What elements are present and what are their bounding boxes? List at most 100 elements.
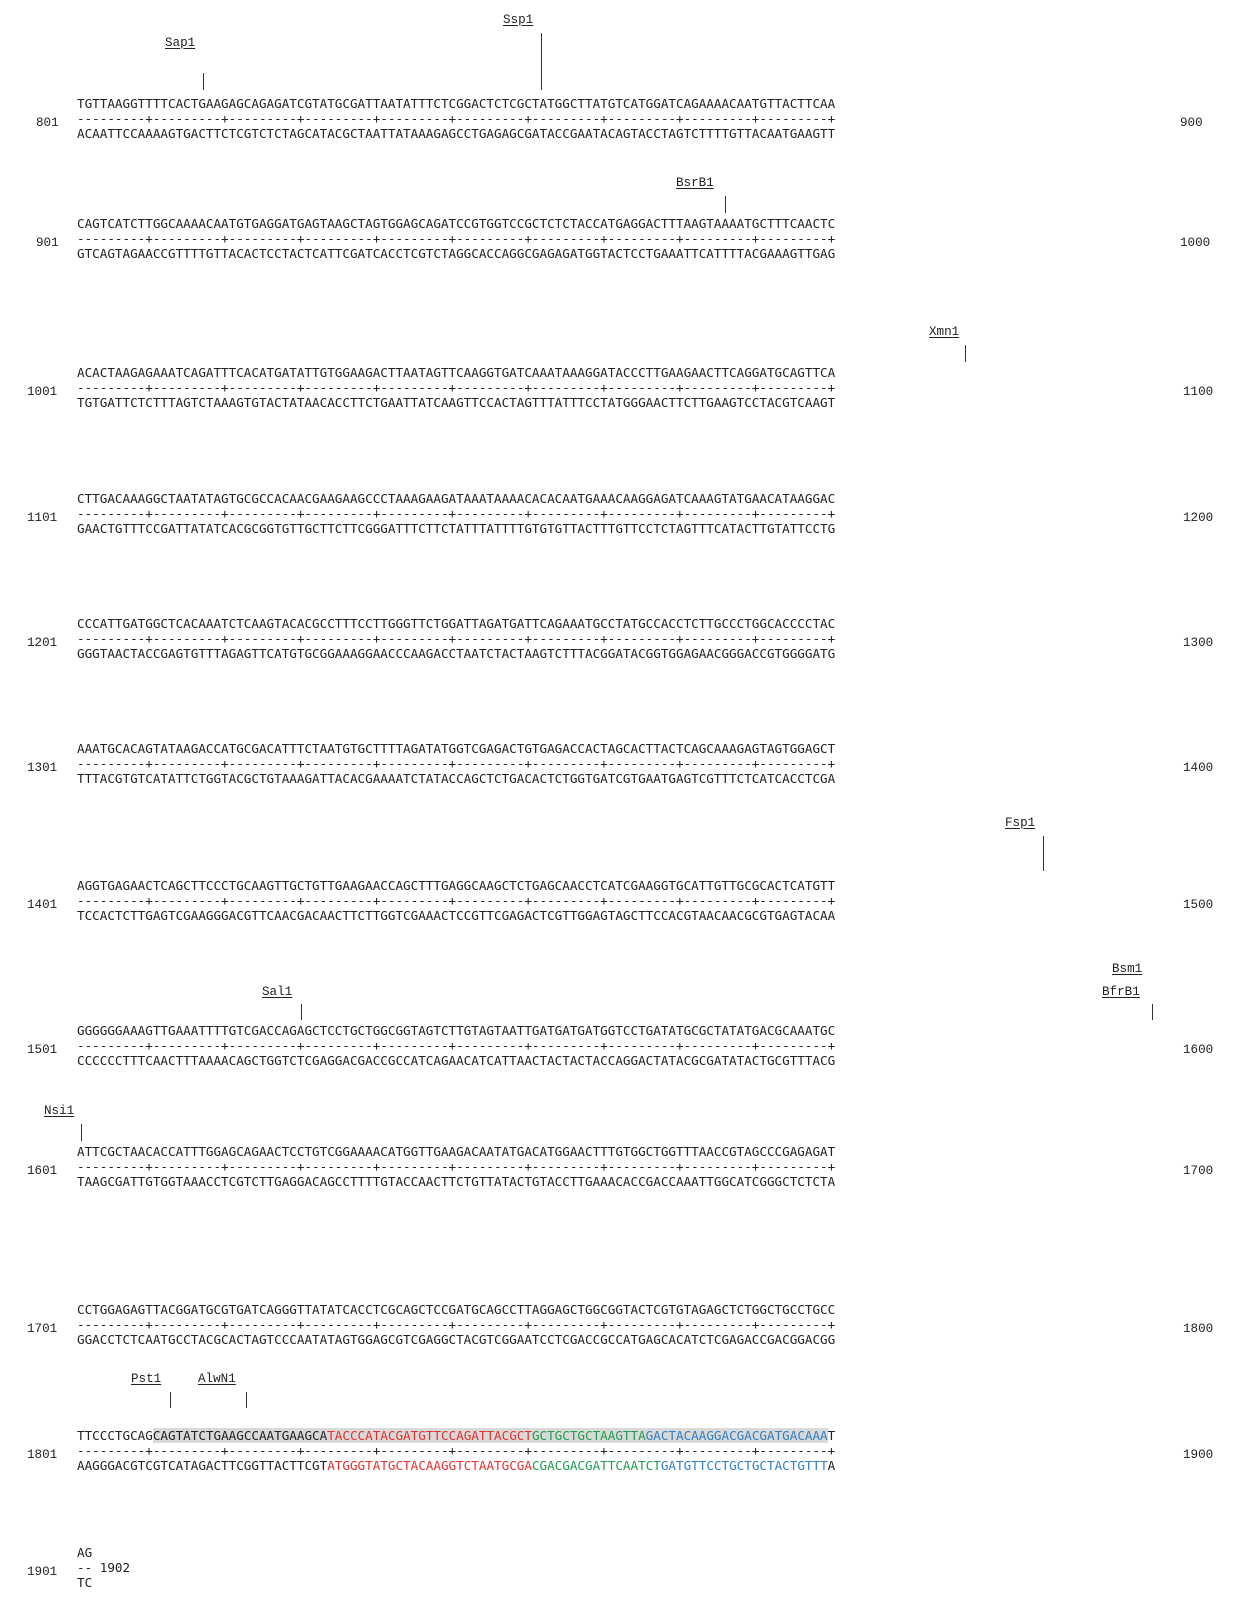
site-tick [170, 1392, 171, 1408]
site-tick [301, 1004, 302, 1020]
start-position: 1201 [27, 636, 58, 650]
site-label: Sap1 [165, 36, 196, 50]
red-segment: TACCCATACGATGTTCCAGATTACGCT [327, 1428, 532, 1443]
site-label: AlwN1 [198, 1372, 236, 1386]
site-xmn1: Xmn1 [929, 325, 959, 340]
top-strand: GGGGGGAAAGTTGAAATTTTGTCGACCAGAGCTCCTGCTG… [77, 1023, 836, 1038]
bottom-strand: TCCACTCTTGAGTCGAAGGGACGTTCAACGACAACTTCTT… [77, 908, 836, 923]
green-segment: GCTGCTGCTAAGTTA [531, 1428, 646, 1443]
top-strand: AAATGCACAGTATAAGACCATGCGACATTTCTAATGTGCT… [77, 741, 836, 756]
site-tick [1043, 836, 1044, 871]
top-strand: AGGTGAGAACTCAGCTTCCCTGCAAGTTGCTGTTGAAGAA… [77, 878, 836, 893]
ruler: ---------+---------+---------+---------+… [77, 1317, 836, 1332]
start-position: 1401 [27, 898, 58, 912]
sequence-block-1901: AG -- 1902 TC [77, 1545, 130, 1590]
end-position: 1800 [1183, 1322, 1214, 1336]
bottom-strand: GGACCTCTCAATGCCTACGCACTAGTCCCAATATAGTGGA… [77, 1332, 836, 1347]
blue-segment: GATGTTCCTGCTGCTACTGTTT [660, 1458, 828, 1473]
end-position: 1000 [1180, 236, 1211, 250]
start-position: 1001 [27, 385, 58, 399]
site-label: BfrB1 [1102, 985, 1140, 999]
site-label: Sal1 [262, 985, 293, 999]
site-tick [81, 1124, 82, 1141]
bottom-strand: GTCAGTAGAACCGTTTTGTTACACTCCTACTCATTCGATC… [77, 246, 836, 261]
start-position: 801 [36, 116, 59, 130]
end-position: 1600 [1183, 1043, 1214, 1057]
start-position: 1701 [27, 1322, 58, 1336]
ruler: ---------+---------+---------+---------+… [77, 756, 836, 771]
top-strand: TTCCCTGCAGCAGTATCTGAAGCCAATGAAGCATACCCAT… [77, 1428, 835, 1443]
ruler: ---------+---------+---------+---------+… [77, 1443, 836, 1458]
ruler: ---------+---------+---------+---------+… [77, 631, 836, 646]
site-tick [1152, 1004, 1153, 1020]
end-position: 1300 [1183, 636, 1214, 650]
top-strand: CAGTCATCTTGGCAAAACAATGTGAGGATGAGTAAGCTAG… [77, 216, 836, 231]
sequence-block-1301: AAATGCACAGTATAAGACCATGCGACATTTCTAATGTGCT… [77, 741, 835, 786]
site-tick [725, 196, 726, 213]
sequence-block-1101: CTTGACAAAGGCTAATATAGTGCGCCACAACGAAGAAGCC… [77, 491, 835, 536]
end-position: 1900 [1183, 1448, 1214, 1462]
sequence-block-1401: AGGTGAGAACTCAGCTTCCCTGCAAGTTGCTGTTGAAGAA… [77, 878, 835, 923]
end-position: 1400 [1183, 761, 1214, 775]
ruler: ---------+---------+---------+---------+… [77, 231, 836, 246]
blue-segment: GACTACAAGGACGACGATGACAAA [645, 1428, 828, 1443]
ruler: ---------+---------+---------+---------+… [77, 380, 836, 395]
sequence-block-1601: ATTCGCTAACACCATTTGGAGCAGAACTCCTGTCGGAAAA… [77, 1144, 835, 1189]
top-strand: CTTGACAAAGGCTAATATAGTGCGCCACAACGAAGAAGCC… [77, 491, 836, 506]
top-strand: CCCATTGATGGCTCACAAATCTCAAGTACACGCCTTTCCT… [77, 616, 836, 631]
site-bsrb1: BsrB1 [676, 176, 714, 191]
site-pst1: Pst1 [131, 1372, 161, 1387]
start-position: 1601 [27, 1164, 58, 1178]
site-bfrb1: BfrB1 [1102, 985, 1140, 1000]
bottom-strand: ACAATTCCAAAAGTGACTTCTCGTCTCTAGCATACGCTAA… [77, 126, 836, 141]
ruler: ---------+---------+---------+---------+… [77, 1038, 836, 1053]
start-position: 901 [36, 236, 59, 250]
site-label: Nsi1 [44, 1104, 75, 1118]
site-label: BsrB1 [676, 176, 714, 190]
bottom-strand: AAGGGACGTCGTCATAGACTTCGGTTACTTCGTATGGGTA… [77, 1458, 835, 1473]
start-position: 1501 [27, 1043, 58, 1057]
sequence-block-1701: CCTGGAGAGTTACGGATGCGTGATCAGGGTTATATCACCT… [77, 1302, 835, 1347]
sequence-block-901: CAGTCATCTTGGCAAAACAATGTGAGGATGAGTAAGCTAG… [77, 216, 835, 261]
bottom-strand: TAAGCGATTGTGGTAAACCTCGTCTTGAGGACAGCCTTTT… [77, 1174, 836, 1189]
bottom-strand: GGGTAACTACCGAGTGTTTAGAGTTCATGTGCGGAAAGGA… [77, 646, 836, 661]
end-position: 1200 [1183, 511, 1214, 525]
top-strand: ACACTAAGAGAAATCAGATTTCACATGATATTGTGGAAGA… [77, 365, 836, 380]
end-position: 1700 [1183, 1164, 1214, 1178]
site-tick [203, 73, 204, 90]
site-tick [965, 345, 966, 362]
end-position: 900 [1180, 116, 1203, 130]
start-position: 1301 [27, 761, 58, 775]
site-label: Ssp1 [503, 13, 534, 27]
end-position: 1902 [99, 1560, 131, 1575]
bottom-strand: TGTGATTCTCTTTAGTCTAAAGTGTACTATAACACCTTCT… [77, 395, 836, 410]
ruler: -- [77, 1560, 93, 1575]
site-sap1: Sap1 [165, 36, 195, 51]
ruler: ---------+---------+---------+---------+… [77, 111, 836, 126]
site-tick [246, 1392, 247, 1408]
site-sal1: Sal1 [262, 985, 292, 1000]
sequence-block-1501: GGGGGGAAAGTTGAAATTTTGTCGACCAGAGCTCCTGCTG… [77, 1023, 835, 1068]
site-bsm1: Bsm1 [1112, 962, 1142, 977]
start-position: 1801 [27, 1448, 58, 1462]
sequence-block-1801: TTCCCTGCAGCAGTATCTGAAGCCAATGAAGCATACCCAT… [77, 1428, 835, 1473]
site-ssp1: Ssp1 [503, 13, 533, 28]
sequence-block-801: TGTTAAGGTTTTCACTGAAGAGCAGAGATCGTATGCGATT… [77, 96, 835, 141]
top-strand: ATTCGCTAACACCATTTGGAGCAGAACTCCTGTCGGAAAA… [77, 1144, 836, 1159]
highlighted-region: CAGTATCTGAAGCCAATGAAGCATACCCATACGATGTTCC… [152, 1428, 828, 1443]
start-position: 1101 [27, 511, 58, 525]
site-tick [541, 33, 542, 90]
site-alwn1: AlwN1 [198, 1372, 236, 1387]
site-fsp1: Fsp1 [1005, 816, 1035, 831]
site-nsi1: Nsi1 [44, 1104, 74, 1119]
bottom-strand: CCCCCCTTTCAACTTTAAAACAGCTGGTCTCGAGGACGAC… [77, 1053, 836, 1068]
end-position: 1500 [1183, 898, 1214, 912]
ruler: ---------+---------+---------+---------+… [77, 1159, 836, 1174]
site-label: Xmn1 [929, 325, 960, 339]
sequence-block-1201: CCCATTGATGGCTCACAAATCTCAAGTACACGCCTTTCCT… [77, 616, 835, 661]
end-position: 1100 [1183, 385, 1214, 399]
bottom-strand: TC [77, 1575, 93, 1590]
red-segment: ATGGGTATGCTACAAGGTCTAATGCGA [327, 1458, 532, 1473]
bottom-strand: GAACTGTTTCCGATTATATCACGCGGTGTTGCTTCTTCGG… [77, 521, 836, 536]
site-label: Fsp1 [1005, 816, 1036, 830]
